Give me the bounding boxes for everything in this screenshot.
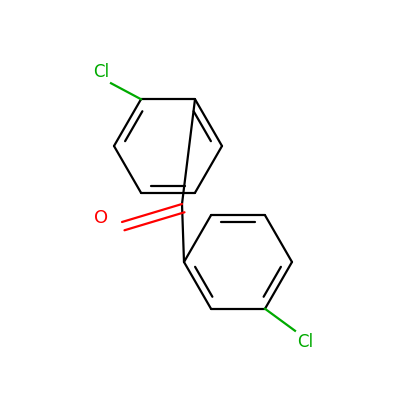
Text: Cl: Cl	[93, 63, 109, 81]
Text: Cl: Cl	[297, 333, 313, 351]
Text: O: O	[94, 209, 108, 227]
